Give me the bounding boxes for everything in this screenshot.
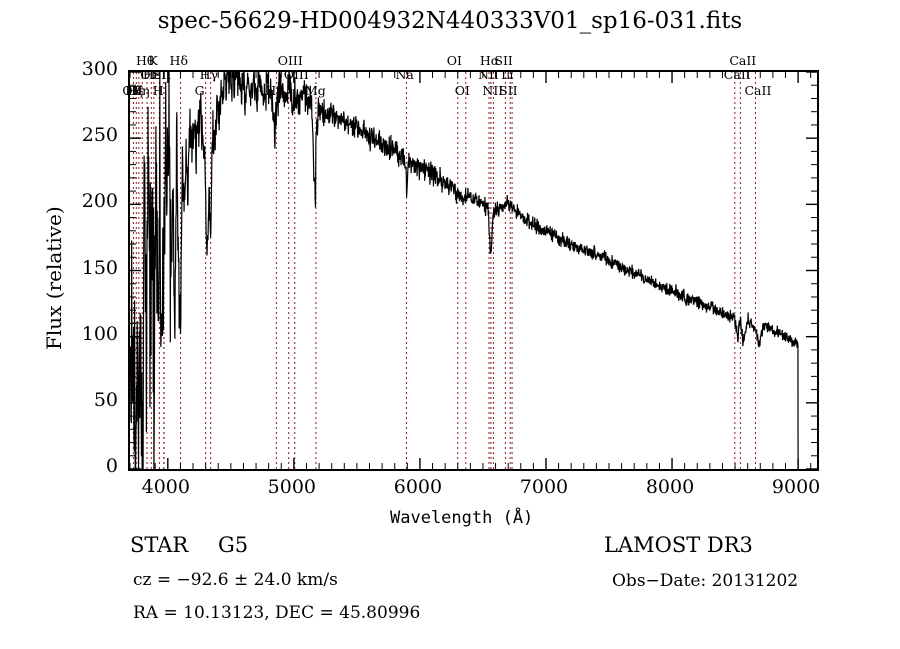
y-tick-label: 0 xyxy=(105,455,118,477)
redshift-velocity-label: cz = −92.6 ± 24.0 km/s xyxy=(133,570,338,590)
line-label-OII: OII xyxy=(122,83,143,98)
line-label-Hδ: Hδ xyxy=(169,53,188,68)
coordinates-label: RA = 10.13123, DEC = 45.80996 xyxy=(133,603,421,623)
line-label-OIII: OIII xyxy=(283,67,309,82)
line-label-Hη: Hη xyxy=(131,83,150,98)
line-label-CaII: CaII xyxy=(729,53,757,68)
axis-tick-group xyxy=(130,72,817,469)
line-label-K: K xyxy=(148,53,158,68)
line-label-Hε: Hε xyxy=(127,83,146,98)
x-tick-label: 8000 xyxy=(645,476,695,498)
x-tick-label: 7000 xyxy=(519,476,569,498)
spectral-class-label: G5 xyxy=(218,533,249,557)
plot-area xyxy=(128,70,819,471)
line-label-Hα: Hα xyxy=(479,53,500,68)
line-label-SII: SII xyxy=(494,53,513,68)
line-label-Li: Li xyxy=(501,67,514,82)
x-tick-label: 9000 xyxy=(771,476,821,498)
line-label-Hγ: Hγ xyxy=(199,67,219,82)
obs-date-label: Obs−Date: 20131202 xyxy=(612,571,799,591)
x-axis-label: Wavelength (Å) xyxy=(390,508,534,528)
spectrum-trace xyxy=(130,72,799,469)
line-label-NII: NII xyxy=(478,67,499,82)
y-tick-label: 250 xyxy=(81,124,118,147)
line-label-Hβ: Hβ xyxy=(265,83,284,98)
line-label-Na: Na xyxy=(395,67,414,82)
y-tick-label: 150 xyxy=(81,256,118,279)
line-label-H: H xyxy=(152,83,164,98)
x-tick-label: 5000 xyxy=(267,476,317,498)
line-label-Hθ: Hθ xyxy=(136,53,155,68)
page-title: spec-56629-HD004932N440333V01_sp16-031.f… xyxy=(157,8,743,34)
object-type-label: STAR xyxy=(130,533,189,557)
y-tick-label: 200 xyxy=(81,190,118,213)
line-label-SII: SII xyxy=(499,83,518,98)
line-label-Mg: Mg xyxy=(304,83,326,98)
line-label-NII: NII xyxy=(482,83,504,98)
marked-line-group xyxy=(132,72,756,469)
y-tick-label: 100 xyxy=(81,322,118,345)
y-tick-label: 50 xyxy=(93,388,118,411)
line-label-OI: OI xyxy=(454,83,470,98)
survey-label: LAMOST DR3 xyxy=(604,533,753,557)
line-label-CaII: CaII xyxy=(744,83,772,98)
line-label-OI: OI xyxy=(140,67,156,82)
line-label-SII: SII xyxy=(153,67,172,82)
line-label-HeI: HeI xyxy=(142,67,167,82)
spectrum-canvas xyxy=(130,72,817,469)
x-tick-label: 4000 xyxy=(141,476,190,498)
line-label-OI: OI xyxy=(446,53,462,68)
line-label-OIII: OIII xyxy=(277,53,303,68)
x-tick-label: 6000 xyxy=(393,476,443,498)
y-tick-label: 300 xyxy=(81,58,118,80)
line-label-G: G xyxy=(194,83,205,98)
line-label-Hζ: Hζ xyxy=(125,83,143,98)
line-label-CaII: CaII xyxy=(723,67,751,82)
